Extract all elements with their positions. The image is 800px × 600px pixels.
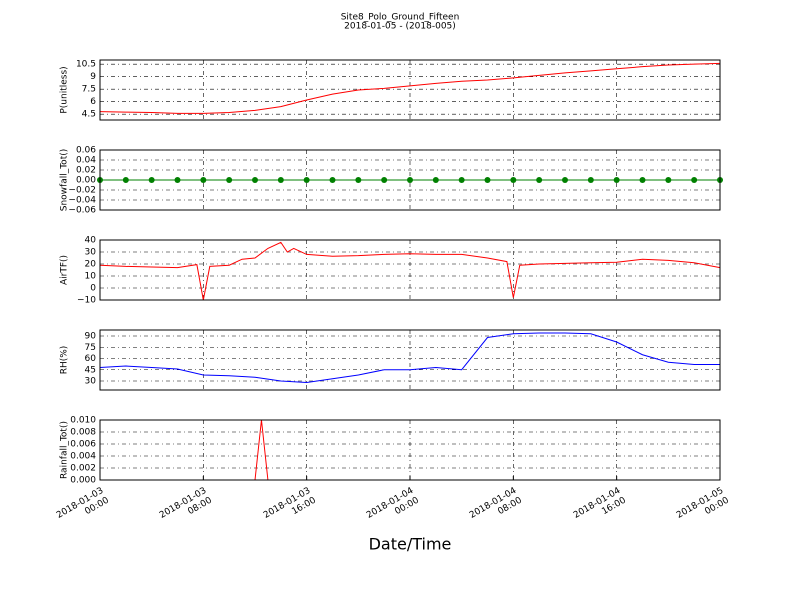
chart-subtitle: 2018-01-05 - (2018-005) bbox=[344, 22, 456, 32]
y-axis-label: Rainfall_Tot() bbox=[60, 421, 70, 479]
marker bbox=[536, 177, 543, 183]
line bbox=[99, 332, 720, 384]
marker bbox=[613, 177, 620, 183]
marker bbox=[303, 177, 310, 183]
line bbox=[99, 241, 721, 301]
marker bbox=[562, 177, 568, 183]
marker bbox=[458, 177, 465, 183]
marker bbox=[587, 177, 594, 183]
y-tick-label: −10 bbox=[77, 296, 96, 306]
marker bbox=[122, 177, 129, 183]
marker bbox=[252, 177, 258, 183]
marker bbox=[407, 177, 413, 183]
marker bbox=[277, 177, 284, 183]
plot-frame bbox=[99, 149, 721, 211]
plot-frame bbox=[99, 59, 721, 121]
y-tick-label: 30 bbox=[85, 248, 97, 258]
marker bbox=[639, 177, 646, 183]
y-tick-label: 40 bbox=[85, 236, 97, 246]
line bbox=[99, 62, 721, 114]
y-tick-label: −0.06 bbox=[68, 206, 96, 216]
marker bbox=[484, 177, 491, 183]
y-tick-label: 90 bbox=[85, 332, 97, 342]
y-tick-label: 0.008 bbox=[70, 428, 96, 438]
y-tick-label: −0.04 bbox=[68, 196, 96, 206]
marker bbox=[432, 177, 439, 183]
marker bbox=[691, 177, 698, 183]
y-axis-label: P(unitless) bbox=[60, 66, 70, 113]
marker bbox=[200, 177, 207, 183]
y-tick-label: 10.5 bbox=[76, 60, 96, 70]
y-tick-label: 10 bbox=[85, 272, 97, 282]
y-tick-label: 0.006 bbox=[70, 440, 96, 450]
y-axis-label: AirTF() bbox=[60, 255, 70, 285]
plot-frame bbox=[99, 239, 721, 301]
x-axis-label: Date/Time bbox=[369, 535, 452, 554]
marker bbox=[381, 177, 388, 183]
y-tick-label: 30 bbox=[85, 377, 97, 387]
y-tick-label: 0.002 bbox=[70, 464, 96, 474]
y-tick-label: 0.02 bbox=[76, 166, 96, 176]
y-tick-label: 0 bbox=[90, 284, 96, 294]
plot-frame bbox=[99, 329, 721, 391]
y-tick-label: 0.00 bbox=[76, 176, 96, 186]
y-tick-label: 7.5 bbox=[82, 85, 96, 95]
y-tick-label: −0.02 bbox=[68, 186, 96, 196]
chart-title: Site8_Polo_Ground_Fifteen bbox=[341, 13, 460, 23]
marker bbox=[174, 177, 181, 183]
marker bbox=[510, 177, 517, 183]
y-axis-label: RH(%) bbox=[60, 346, 70, 375]
marker bbox=[148, 177, 155, 183]
y-tick-label: 20 bbox=[85, 260, 97, 270]
y-axis-label: Snowfall_Tot() bbox=[60, 149, 70, 212]
y-tick-label: 0.04 bbox=[76, 156, 96, 166]
marker bbox=[329, 177, 336, 183]
y-tick-label: 4.5 bbox=[82, 110, 96, 120]
y-tick-label: 45 bbox=[85, 365, 96, 375]
marker bbox=[665, 177, 672, 183]
y-tick-label: 75 bbox=[85, 343, 96, 353]
marker bbox=[226, 177, 233, 183]
y-tick-label: 6 bbox=[90, 97, 96, 107]
y-tick-label: 9 bbox=[90, 72, 96, 82]
y-tick-label: 0.010 bbox=[70, 416, 96, 426]
marker bbox=[355, 177, 362, 183]
y-tick-label: 0.000 bbox=[70, 476, 96, 486]
y-tick-label: 0.06 bbox=[76, 146, 96, 156]
y-tick-label: 0.004 bbox=[70, 452, 96, 462]
y-tick-label: 60 bbox=[85, 354, 97, 364]
